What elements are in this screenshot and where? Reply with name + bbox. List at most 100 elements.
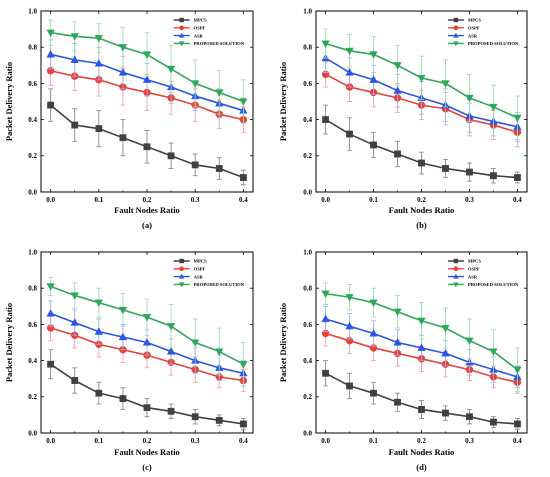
y-tick-label: 0.6 [303, 80, 312, 88]
legend-label: PROPOSED SOLUTION [468, 282, 519, 287]
x-tick-label: 0.1 [94, 196, 103, 204]
legend-item-proposed-solution: PROPOSED SOLUTION [447, 282, 519, 288]
data-point-proposed-solution [166, 323, 176, 331]
data-point-asr [369, 75, 378, 83]
legend-item-mpcs: MPCS [173, 18, 207, 23]
data-point-mpcs [346, 130, 353, 138]
x-axis-title: Fault Nodes Ratio [114, 205, 180, 215]
data-point-asr [118, 68, 128, 76]
y-tick-label: 0.6 [303, 321, 312, 329]
x-tick-label: 0.4 [239, 196, 248, 204]
data-point-mpcs [394, 150, 401, 158]
data-point-proposed-solution [118, 306, 128, 315]
data-point-proposed-solution [369, 51, 378, 59]
x-tick-label: 0.3 [191, 437, 200, 445]
legend: MPCS OSPF ASR PROPOSED SOLUTION [447, 17, 519, 47]
data-point-proposed-solution [215, 89, 224, 97]
legend-item-proposed-solution: PROPOSED SOLUTION [173, 41, 245, 47]
y-tick-label: 0.6 [28, 80, 37, 88]
x-tick-label: 0.2 [143, 196, 152, 204]
legend-item-mpcs: MPCS [447, 258, 481, 264]
y-tick-label: 0.8 [28, 44, 37, 52]
panel-label: (c) [142, 462, 152, 472]
legend-item-asr: ASR [447, 273, 478, 279]
legend-marker [453, 17, 459, 23]
series-mpcs [47, 349, 247, 430]
legend-item-proposed-solution: PROPOSED SOLUTION [173, 282, 245, 288]
series-mpcs [47, 88, 247, 186]
legend-label: MPCS [468, 259, 481, 264]
data-point-mpcs [394, 398, 401, 406]
x-tick-label: 0.1 [94, 437, 103, 445]
x-tick-label: 0.0 [321, 196, 330, 204]
data-point-mpcs [191, 413, 199, 421]
data-point-mpcs [418, 159, 425, 167]
data-point-proposed-solution [215, 348, 224, 356]
y-tick-label: 1.0 [303, 7, 312, 15]
series-proposed-solution [321, 282, 522, 392]
data-point-proposed-solution [393, 308, 402, 317]
y-axis-title: Packet Delivery Ratio [4, 303, 14, 382]
data-point-asr [345, 321, 354, 330]
data-point-mpcs [322, 116, 329, 124]
data-point-asr [417, 343, 426, 352]
chart-panel-a: 0.0 0.2 0.4 0.6 0.8 1.0 0.0 0.1 0.2 0.3 0.4 Fault N… [4, 7, 254, 230]
data-point-proposed-solution [513, 114, 522, 123]
data-point-proposed-solution [142, 314, 152, 322]
data-point-mpcs [167, 407, 175, 415]
data-point-mpcs [514, 174, 521, 181]
data-point-mpcs [490, 172, 497, 180]
legend-item-mpcs: MPCS [447, 17, 481, 23]
data-point-proposed-solution [94, 35, 103, 43]
y-tick-label: 0.2 [303, 393, 312, 401]
y-tick-label: 0.2 [28, 152, 37, 160]
data-point-proposed-solution [70, 33, 79, 41]
data-point-mpcs [322, 369, 329, 377]
x-axis-title: Fault Nodes Ratio [389, 447, 455, 457]
panel-label: (a) [142, 220, 152, 230]
panel-label: (d) [416, 462, 427, 472]
data-point-mpcs [418, 406, 425, 413]
x-tick-label: 0.4 [513, 196, 522, 204]
y-axis-title: Packet Delivery Ratio [278, 62, 288, 141]
data-point-proposed-solution [118, 44, 128, 52]
y-tick-label: 1.0 [28, 248, 37, 256]
data-point-proposed-solution [94, 299, 103, 308]
legend-marker [179, 266, 185, 272]
legend-item-asr: ASR [173, 273, 204, 279]
data-point-proposed-solution [441, 80, 450, 88]
data-point-mpcs [370, 389, 377, 397]
data-point-proposed-solution [46, 283, 55, 291]
data-point-mpcs [215, 416, 223, 424]
x-tick-label: 0.3 [465, 437, 474, 445]
x-tick-label: 0.4 [513, 437, 522, 445]
data-point-mpcs [466, 168, 473, 176]
data-point-mpcs [346, 382, 353, 390]
data-point-mpcs [71, 121, 79, 129]
data-point-mpcs [191, 161, 199, 169]
y-tick-label: 0.8 [303, 285, 312, 293]
data-point-asr [94, 327, 103, 335]
data-point-mpcs [466, 413, 473, 421]
legend-label: OSPF [468, 26, 480, 31]
data-point-mpcs [370, 141, 377, 149]
legend-label: PROPOSED SOLUTION [194, 41, 245, 46]
data-point-proposed-solution [393, 62, 402, 70]
y-tick-label: 0.4 [303, 116, 312, 124]
data-point-proposed-solution [46, 29, 55, 38]
legend-item-proposed-solution: PROPOSED SOLUTION [447, 41, 519, 47]
legend-label: ASR [468, 33, 478, 38]
data-point-mpcs [143, 143, 151, 151]
x-tick-label: 0.3 [191, 196, 200, 204]
y-tick-label: 0.2 [28, 393, 37, 401]
legend-marker [453, 258, 459, 264]
x-tick-label: 0.1 [369, 437, 378, 445]
data-point-mpcs [119, 395, 127, 403]
x-tick-label: 0.0 [321, 437, 330, 445]
legend-marker [453, 32, 459, 38]
data-point-asr [142, 338, 152, 346]
legend-item-asr: ASR [447, 32, 478, 38]
panel-label: (b) [416, 220, 427, 230]
x-tick-label: 0.0 [46, 196, 55, 204]
